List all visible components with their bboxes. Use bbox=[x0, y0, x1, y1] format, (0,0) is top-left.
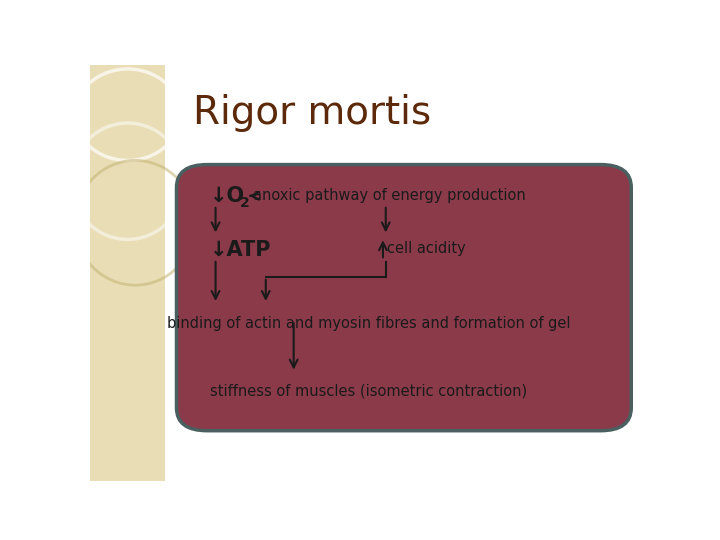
Text: ↓ATP: ↓ATP bbox=[210, 240, 271, 260]
Text: cell acidity: cell acidity bbox=[387, 241, 466, 256]
Text: 2: 2 bbox=[240, 196, 249, 210]
Text: ↓O: ↓O bbox=[210, 186, 245, 206]
FancyBboxPatch shape bbox=[176, 165, 631, 431]
Text: binding of actin and myosin fibres and formation of gel: binding of actin and myosin fibres and f… bbox=[167, 316, 571, 332]
Text: stiffness of muscles (isometric contraction): stiffness of muscles (isometric contract… bbox=[210, 384, 528, 399]
Text: Rigor mortis: Rigor mortis bbox=[193, 94, 431, 132]
Bar bbox=[90, 65, 166, 481]
Text: anoxic pathway of energy production: anoxic pathway of energy production bbox=[253, 188, 526, 203]
